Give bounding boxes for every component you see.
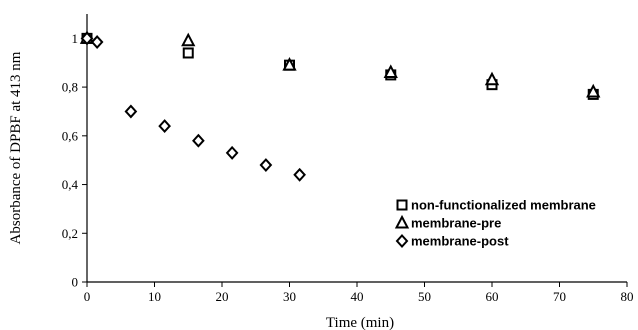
diamond-point <box>90 35 104 50</box>
legend-label: membrane-pre <box>411 216 501 231</box>
legend: non-functionalized membrane membrane-pre m… <box>394 198 596 249</box>
diamond-point <box>293 167 306 182</box>
x-ticks: 0 10 20 30 40 50 60 70 80 <box>84 282 634 304</box>
x-tick-label: 50 <box>418 289 431 304</box>
diamond-point <box>80 31 94 46</box>
x-tick-label: 60 <box>486 289 499 304</box>
diamond-point <box>259 158 273 173</box>
diamond-point <box>158 119 171 134</box>
diamond-point <box>124 104 138 119</box>
y-tick-label: 0,8 <box>62 80 78 95</box>
x-tick-label: 0 <box>84 289 91 304</box>
triangle-point <box>586 83 601 98</box>
y-tick-label: 0,2 <box>62 226 78 241</box>
diamond-point <box>225 145 239 160</box>
triangle-point <box>181 32 196 47</box>
legend-triangle-icon <box>394 214 410 229</box>
y-tick-label: 1 <box>72 31 79 46</box>
y-ticks: 0 0,2 0,4 0,6 0,8 1 <box>62 31 87 290</box>
data-marks <box>79 30 601 182</box>
x-tick-label: 80 <box>621 289 634 304</box>
series-triangle <box>79 30 601 98</box>
series-square <box>81 32 599 100</box>
y-tick-label: 0 <box>72 275 79 290</box>
diamond-point <box>192 133 205 148</box>
x-tick-label: 20 <box>216 289 229 304</box>
triangle-point <box>484 71 500 86</box>
x-tick-label: 10 <box>148 289 161 304</box>
legend-label: non-functionalized membrane <box>411 198 596 213</box>
x-tick-label: 40 <box>351 289 364 304</box>
x-tick-label: 30 <box>283 289 296 304</box>
square-point <box>182 47 194 59</box>
y-tick-label: 0,4 <box>62 177 79 192</box>
legend-label: membrane-post <box>411 234 509 249</box>
x-tick-label: 70 <box>553 289 566 304</box>
triangle-point <box>383 64 398 78</box>
triangle-point <box>282 57 297 71</box>
y-axis-title: Absorbance of DPBF at 413 nm <box>8 51 24 244</box>
legend-square-icon <box>396 199 408 211</box>
legend-diamond-icon <box>395 234 409 248</box>
series-diamond <box>80 31 306 182</box>
x-axis-title: Time (min) <box>326 315 394 330</box>
y-tick-label: 0,6 <box>62 128 79 143</box>
